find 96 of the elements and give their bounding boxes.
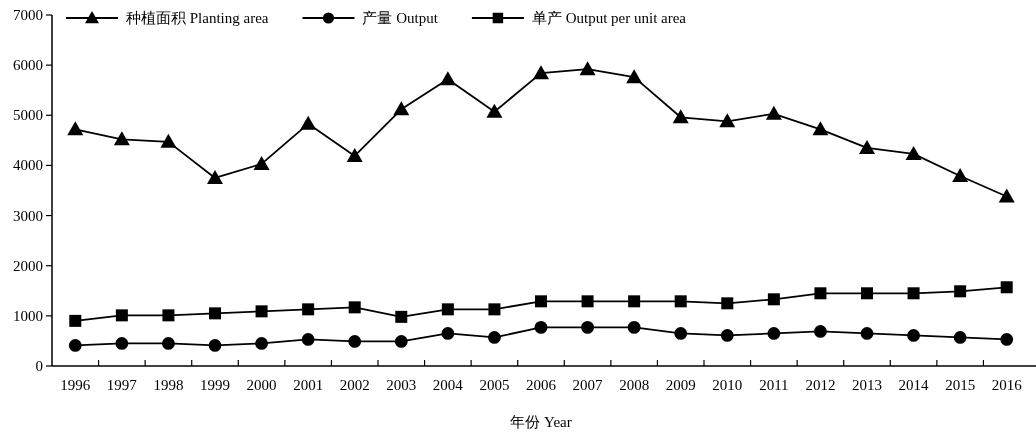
x-tick-label: 2002 xyxy=(339,377,370,393)
point xyxy=(441,327,455,340)
point xyxy=(255,305,268,318)
y-tick-label: 5000 xyxy=(13,107,43,124)
point xyxy=(860,327,874,340)
point xyxy=(208,339,222,352)
x-tick-label: 1997 xyxy=(106,377,138,393)
point xyxy=(488,331,501,344)
point xyxy=(207,169,223,184)
x-tick-label: 2006 xyxy=(526,377,557,393)
point xyxy=(861,287,873,300)
point xyxy=(765,105,782,120)
point xyxy=(160,133,177,148)
point xyxy=(346,147,363,162)
x-tick-label: 1999 xyxy=(200,377,230,393)
point xyxy=(162,309,175,322)
point xyxy=(674,295,687,308)
point xyxy=(209,307,221,320)
x-tick-label: 2013 xyxy=(852,377,882,393)
point xyxy=(534,320,548,334)
point xyxy=(719,113,736,128)
point xyxy=(814,325,827,338)
x-tick-label: 2003 xyxy=(386,377,417,393)
x-tick-label: 2010 xyxy=(712,377,743,393)
x-tick-label: 2007 xyxy=(572,377,604,393)
point xyxy=(486,103,503,118)
point xyxy=(300,115,317,130)
point xyxy=(954,285,967,298)
x-tick-label: 2016 xyxy=(991,377,1023,393)
point xyxy=(907,287,920,300)
x-tick-label: 1996 xyxy=(60,377,91,393)
y-tick-label: 2000 xyxy=(13,257,43,274)
point xyxy=(488,303,501,316)
point xyxy=(812,121,829,136)
point xyxy=(627,320,641,334)
y-tick-label: 1000 xyxy=(13,307,43,324)
x-tick-label: 2009 xyxy=(665,377,696,393)
x-tick-label: 2011 xyxy=(759,377,789,393)
point xyxy=(441,303,454,316)
point xyxy=(953,331,967,344)
point xyxy=(393,101,410,116)
point xyxy=(905,145,922,160)
point xyxy=(255,337,268,350)
point xyxy=(1000,333,1014,346)
point xyxy=(672,109,689,124)
point xyxy=(720,329,734,342)
point xyxy=(626,69,643,84)
point xyxy=(859,139,875,154)
point xyxy=(113,131,130,146)
x-tick-label: 2005 xyxy=(479,377,510,393)
point xyxy=(581,295,594,308)
legend-label: 产量 Output xyxy=(362,10,439,26)
point xyxy=(115,309,128,322)
x-tick-label: 2004 xyxy=(432,377,464,393)
x-tick-label: 2014 xyxy=(898,377,930,393)
x-tick-label: 2012 xyxy=(805,377,836,393)
point xyxy=(952,167,969,182)
x-tick-label: 2001 xyxy=(293,377,324,393)
y-tick-label: 6000 xyxy=(13,57,43,74)
point xyxy=(439,71,456,86)
point xyxy=(253,155,270,170)
point xyxy=(767,327,781,340)
x-tick-label: 2000 xyxy=(246,377,277,393)
legend-label: 单产 Output per unit area xyxy=(531,10,687,26)
point xyxy=(767,293,780,306)
point xyxy=(115,337,129,350)
point xyxy=(68,339,82,352)
point xyxy=(1000,281,1013,294)
point xyxy=(579,61,596,76)
point xyxy=(814,287,827,300)
x-axis-title: 年份 Year xyxy=(510,414,572,430)
point xyxy=(907,329,920,342)
x-tick-label: 2008 xyxy=(619,377,650,393)
point xyxy=(69,314,82,327)
x-tick-label: 2015 xyxy=(945,377,976,393)
y-tick-label: 7000 xyxy=(13,7,43,23)
point xyxy=(628,295,641,308)
point xyxy=(348,301,361,314)
y-tick-label: 0 xyxy=(35,358,43,374)
point xyxy=(998,188,1015,203)
point xyxy=(533,65,549,80)
legend-label: 种植面积 Planting area xyxy=(126,10,269,26)
point xyxy=(394,335,408,348)
point xyxy=(721,297,734,310)
y-tick-label: 4000 xyxy=(13,157,43,174)
point xyxy=(302,303,315,316)
point xyxy=(162,337,175,350)
point xyxy=(348,335,362,348)
point xyxy=(535,295,547,308)
point xyxy=(674,327,688,340)
x-tick-label: 1998 xyxy=(153,377,184,393)
y-tick-label: 3000 xyxy=(13,207,43,224)
point xyxy=(581,320,594,334)
point xyxy=(67,121,84,136)
point xyxy=(301,333,315,346)
point xyxy=(395,310,408,323)
